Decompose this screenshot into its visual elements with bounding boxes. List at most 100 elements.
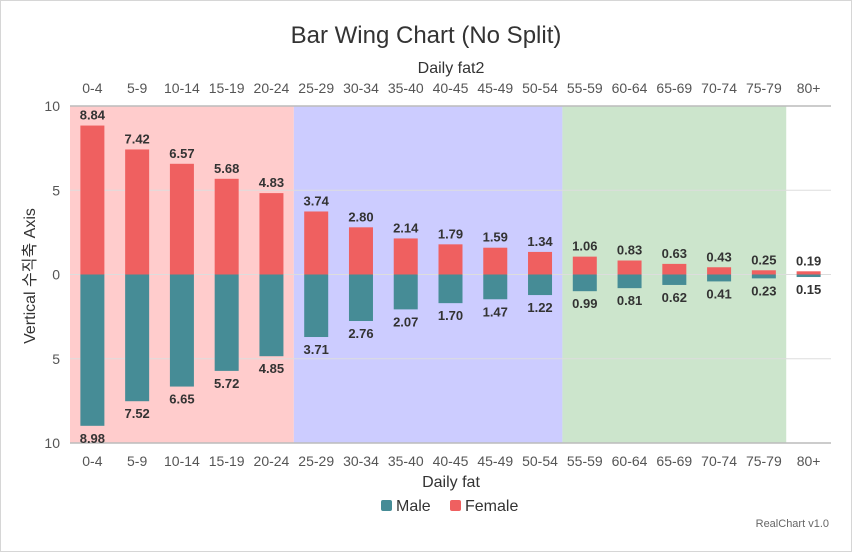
bars [80, 125, 821, 426]
bar-male-75-79[interactable] [751, 274, 776, 279]
data-label-female-0-4: 8.84 [80, 108, 106, 123]
bar-female-0-4[interactable] [80, 125, 105, 275]
bar-male-35-40[interactable] [393, 274, 418, 310]
data-label-male-55-59: 0.99 [572, 296, 597, 311]
bar-male-45-49[interactable] [483, 274, 508, 300]
data-label-male-80+: 0.15 [796, 282, 821, 297]
bar-male-0-4[interactable] [80, 274, 105, 426]
data-label-female-10-14: 6.57 [169, 146, 194, 161]
bar-female-10-14[interactable] [169, 163, 194, 275]
legend-label-male: Male [396, 498, 431, 515]
x2-tick-label-60-64: 60-64 [612, 80, 648, 96]
legend-swatch-male [381, 500, 392, 511]
bar-female-70-74[interactable] [707, 267, 732, 275]
bar-female-55-59[interactable] [572, 256, 597, 275]
bar-male-10-14[interactable] [169, 274, 194, 387]
y-axis-ticks: 10 5 0 5 10 [44, 98, 60, 451]
bar-female-25-29[interactable] [304, 211, 329, 275]
x-tick-label-55-59: 55-59 [567, 453, 603, 469]
bar-female-75-79[interactable] [751, 270, 776, 275]
x2-tick-label-0-4: 0-4 [82, 80, 102, 96]
bar-male-20-24[interactable] [259, 274, 284, 357]
x-tick-label-15-19: 15-19 [209, 453, 245, 469]
data-labels: 8.84 8.98 7.42 7.52 6.57 6.65 5.68 5.72 4.83 4.85… [80, 108, 822, 446]
x-tick-label-5-9: 5-9 [127, 453, 147, 469]
legend-item-male[interactable]: Male [381, 498, 431, 515]
x-tick-label-45-49: 45-49 [477, 453, 513, 469]
data-label-female-40-45: 1.79 [438, 226, 463, 241]
bar-male-25-29[interactable] [304, 274, 329, 338]
y-tick-label-4: 10 [44, 435, 60, 451]
bar-female-60-64[interactable] [617, 260, 642, 275]
data-label-female-25-29: 3.74 [304, 193, 330, 208]
data-label-female-5-9: 7.42 [124, 131, 149, 146]
x-axis-title: Daily fat [422, 474, 480, 491]
legend[interactable]: Male Female [381, 498, 518, 515]
x2-tick-label-45-49: 45-49 [477, 80, 513, 96]
x2-axis-ticks: 0-4 5-9 10-14 15-19 20-24 25-29 30-34 35-40 40-4… [82, 80, 820, 96]
legend-swatch-female [450, 500, 461, 511]
bar-male-60-64[interactable] [617, 274, 642, 289]
data-label-female-50-54: 1.34 [527, 234, 553, 249]
bar-male-80+[interactable] [796, 274, 821, 278]
bar-female-5-9[interactable] [125, 149, 150, 275]
bar-male-70-74[interactable] [707, 274, 732, 282]
data-label-male-60-64: 0.81 [617, 293, 642, 308]
x2-tick-label-25-29: 25-29 [298, 80, 334, 96]
bar-female-35-40[interactable] [393, 238, 418, 275]
data-label-male-20-24: 4.85 [259, 361, 284, 376]
x-axis-ticks: 0-4 5-9 10-14 15-19 20-24 25-29 30-34 35-40 40-4… [82, 453, 820, 469]
bar-female-20-24[interactable] [259, 193, 284, 275]
x2-tick-label-80+: 80+ [797, 80, 821, 96]
y-tick-label-2: 0 [52, 267, 60, 283]
bar-male-55-59[interactable] [572, 274, 597, 292]
bar-male-30-34[interactable] [348, 274, 373, 322]
x2-tick-label-65-69: 65-69 [656, 80, 692, 96]
x-tick-label-35-40: 35-40 [388, 453, 424, 469]
chart-title: Bar Wing Chart (No Split) [291, 22, 562, 49]
bar-male-40-45[interactable] [438, 274, 463, 304]
credit-text: RealChart v1.0 [756, 518, 829, 530]
data-label-male-75-79: 0.23 [751, 283, 776, 298]
x-tick-label-20-24: 20-24 [254, 453, 290, 469]
data-label-male-50-54: 1.22 [527, 300, 552, 315]
data-label-female-45-49: 1.59 [483, 230, 508, 245]
data-label-male-25-29: 3.71 [304, 342, 329, 357]
x-tick-label-30-34: 30-34 [343, 453, 379, 469]
x-tick-label-75-79: 75-79 [746, 453, 782, 469]
x-tick-label-40-45: 40-45 [433, 453, 469, 469]
data-label-female-30-34: 2.80 [348, 209, 373, 224]
bar-male-65-69[interactable] [662, 274, 687, 285]
bar-female-30-34[interactable] [348, 227, 373, 275]
y-tick-label-1: 5 [52, 182, 60, 198]
data-label-female-55-59: 1.06 [572, 239, 597, 254]
data-label-female-60-64: 0.83 [617, 243, 642, 258]
data-label-female-75-79: 0.25 [751, 252, 776, 267]
bar-male-50-54[interactable] [528, 274, 553, 296]
x2-tick-label-50-54: 50-54 [522, 80, 558, 96]
data-label-female-65-69: 0.63 [662, 246, 687, 261]
bar-female-50-54[interactable] [528, 251, 553, 275]
bar-female-65-69[interactable] [662, 263, 687, 275]
grid-lines [70, 105, 831, 444]
bar-female-45-49[interactable] [483, 247, 508, 275]
bar-female-15-19[interactable] [214, 178, 239, 275]
data-label-female-80+: 0.19 [796, 253, 821, 268]
x-tick-label-0-4: 0-4 [82, 453, 102, 469]
data-label-female-35-40: 2.14 [393, 220, 419, 235]
bar-female-40-45[interactable] [438, 244, 463, 275]
legend-item-female[interactable]: Female [450, 498, 518, 515]
data-label-male-45-49: 1.47 [483, 304, 508, 319]
x-tick-label-60-64: 60-64 [612, 453, 648, 469]
bar-male-5-9[interactable] [125, 274, 150, 402]
x2-tick-label-10-14: 10-14 [164, 80, 200, 96]
data-label-male-30-34: 2.76 [348, 326, 373, 341]
x-tick-label-65-69: 65-69 [656, 453, 692, 469]
legend-label-female: Female [465, 498, 518, 515]
x2-tick-label-5-9: 5-9 [127, 80, 147, 96]
data-label-male-15-19: 5.72 [214, 376, 239, 391]
x-tick-label-10-14: 10-14 [164, 453, 200, 469]
bar-female-80+[interactable] [796, 271, 821, 275]
bar-male-15-19[interactable] [214, 274, 239, 371]
